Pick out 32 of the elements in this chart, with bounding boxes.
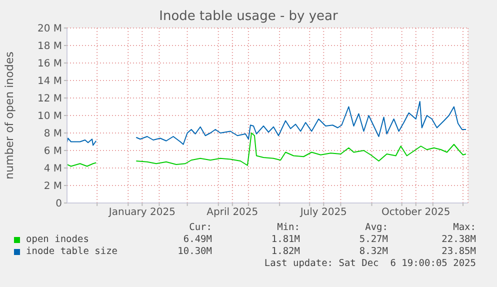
- x-tick-label: January 2025: [108, 207, 176, 218]
- text: Cur:: [188, 222, 212, 234]
- text: Last update: Sat Dec 6 19:00:05 2025: [263, 258, 476, 270]
- text: Min:: [276, 222, 300, 234]
- y-tick-label: 8 M: [44, 128, 62, 140]
- text: 8.32M: [358, 246, 388, 258]
- y-axis-title: number of open inodes: [2, 51, 16, 180]
- y-tick-label: 18 M: [37, 41, 62, 52]
- text: Avg:: [364, 222, 388, 234]
- y-tick-label: 16 M: [37, 58, 62, 70]
- text: 1.81M: [270, 234, 300, 246]
- text: 1.82M: [270, 246, 300, 258]
- x-tick-label: October 2025: [382, 207, 450, 218]
- y-tick-label: 4 M: [44, 164, 62, 175]
- y-tick-label: 12 M: [37, 94, 62, 105]
- text: 5.27M: [358, 234, 388, 246]
- x-tick-label: July 2025: [299, 207, 347, 218]
- legend-label: open inodes: [25, 234, 90, 246]
- y-tick-label: 0: [56, 198, 62, 210]
- legend-label: inode table size: [25, 246, 119, 258]
- y-tick-label: 2 M: [44, 181, 62, 192]
- y-tick-label: 6 M: [44, 146, 62, 158]
- y-tick-label: 14 M: [37, 76, 62, 88]
- text: 10.30M: [176, 246, 212, 258]
- y-tick-label: 20 M: [37, 24, 62, 35]
- y-tick-label: 10 M: [37, 111, 62, 122]
- text: 6.49M: [182, 234, 212, 246]
- text: 23.85M: [440, 246, 476, 258]
- text: Max:: [452, 222, 476, 234]
- text: 22.38M: [440, 234, 476, 246]
- x-tick-label: April 2025: [206, 207, 258, 218]
- chart-title: Inode table usage - by year: [158, 9, 339, 24]
